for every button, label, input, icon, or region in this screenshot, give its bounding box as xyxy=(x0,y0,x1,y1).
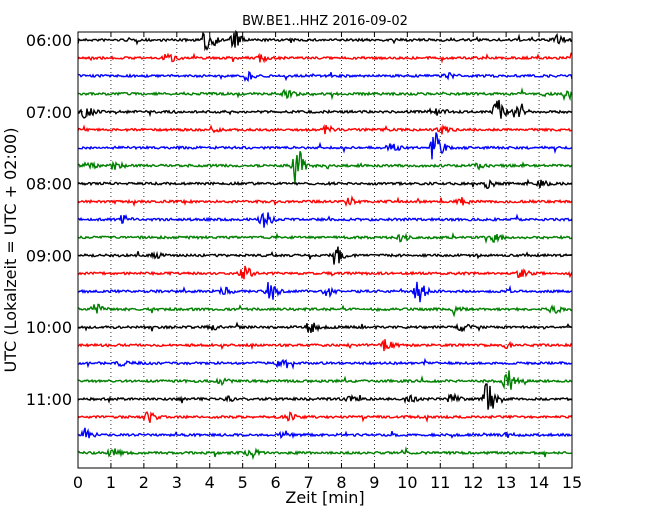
seismic-trace xyxy=(77,123,573,135)
plot-frame xyxy=(77,31,573,469)
x-tick-label: 6 xyxy=(271,473,281,492)
seismic-trace xyxy=(77,370,573,390)
x-tick-label: 3 xyxy=(172,473,182,492)
y-tick-label: 11:00 xyxy=(26,390,72,409)
x-axis-ticks: 0 1 2 3 4 5 6 7 8 9 10 11 12 13 14 15 xyxy=(73,32,582,492)
grid-lines xyxy=(110,32,540,468)
seismic-trace xyxy=(77,178,573,189)
y-tick-label: 10:00 xyxy=(26,318,72,337)
y-axis-ticks: 06:00 07:00 08:00 09:00 10:00 11:00 xyxy=(26,31,572,409)
x-tick-label: 13 xyxy=(496,473,516,492)
x-axis-label: Zeit [min] xyxy=(285,488,364,507)
x-tick-label: 8 xyxy=(336,473,346,492)
seismic-trace xyxy=(77,357,573,370)
seismic-trace xyxy=(77,411,573,423)
seismic-trace xyxy=(77,427,573,440)
trace-group xyxy=(77,29,573,461)
x-tick-label: 4 xyxy=(205,473,215,492)
seismic-trace xyxy=(77,303,573,318)
x-tick-label: 15 xyxy=(562,473,582,492)
seismic-trace xyxy=(77,99,573,119)
seismic-trace xyxy=(77,52,573,64)
y-tick-label: 08:00 xyxy=(26,175,72,194)
seismic-trace xyxy=(77,132,573,160)
seismic-trace xyxy=(77,321,573,333)
seismic-trace xyxy=(77,212,573,228)
seismic-trace xyxy=(77,265,573,280)
x-tick-label: 11 xyxy=(430,473,450,492)
y-tick-label: 09:00 xyxy=(26,246,72,265)
seismic-trace xyxy=(77,446,573,461)
chart-title: BW.BE1..HHZ 2016-09-02 xyxy=(242,14,408,29)
seismic-trace xyxy=(77,231,573,245)
x-tick-label: 14 xyxy=(529,473,549,492)
x-tick-label: 12 xyxy=(463,473,483,492)
seismic-trace xyxy=(77,383,573,410)
seismic-trace xyxy=(77,29,573,52)
seismic-trace xyxy=(77,246,573,265)
seismic-trace xyxy=(77,339,573,352)
seismic-trace xyxy=(77,195,573,207)
x-tick-label: 5 xyxy=(238,473,248,492)
x-tick-label: 9 xyxy=(369,473,379,492)
y-axis-label: UTC (Lokalzeit = UTC + 02:00) xyxy=(1,128,20,373)
x-tick-label: 1 xyxy=(106,473,116,492)
y-tick-label: 07:00 xyxy=(26,103,72,122)
seismic-trace xyxy=(77,87,573,102)
x-tick-label: 0 xyxy=(73,473,83,492)
seismic-trace xyxy=(77,70,573,83)
seismic-trace xyxy=(77,150,573,184)
x-tick-label: 7 xyxy=(303,473,313,492)
x-tick-label: 10 xyxy=(397,473,417,492)
x-tick-label: 2 xyxy=(139,473,149,492)
seismic-trace xyxy=(77,281,573,303)
y-tick-label: 06:00 xyxy=(26,31,72,50)
